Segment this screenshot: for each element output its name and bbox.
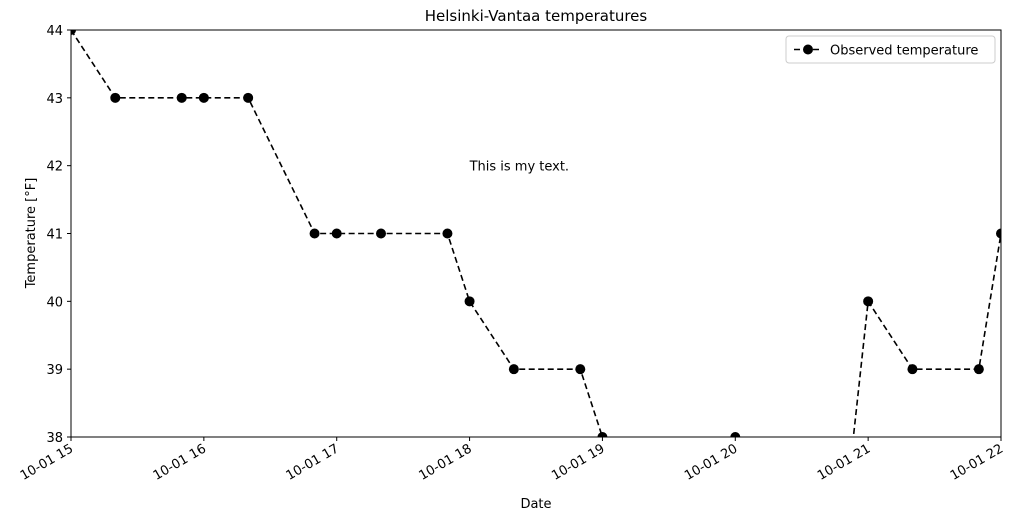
legend-box bbox=[785, 35, 996, 64]
data-point bbox=[907, 364, 918, 375]
legend-label: Observed temperature bbox=[830, 44, 978, 59]
y-tick-label: 44 bbox=[46, 24, 63, 39]
x-tick-label: 10-01 18 bbox=[416, 441, 474, 483]
data-point bbox=[376, 228, 386, 239]
data-point bbox=[464, 296, 475, 307]
data-point bbox=[708, 500, 718, 510]
legend-marker bbox=[803, 44, 813, 55]
data-point bbox=[973, 364, 984, 375]
y-tick-label: 38 bbox=[46, 431, 63, 446]
data-point bbox=[508, 364, 519, 375]
data-point bbox=[198, 92, 209, 103]
annotation: This is my text. bbox=[469, 160, 569, 175]
y-tick-label: 39 bbox=[46, 363, 63, 378]
data-point bbox=[863, 296, 874, 307]
y-tick-label: 42 bbox=[46, 160, 63, 175]
data-point bbox=[243, 92, 254, 103]
plot-area bbox=[71, 30, 1001, 510]
data-line bbox=[71, 30, 1001, 437]
data-point bbox=[309, 228, 320, 239]
data-point bbox=[996, 228, 1001, 239]
data-point bbox=[730, 432, 741, 437]
data-point bbox=[575, 364, 586, 375]
y-axis-label: Temperature [°F] bbox=[24, 178, 39, 290]
x-tick-label: 10-01 21 bbox=[815, 441, 873, 483]
data-point bbox=[442, 228, 453, 239]
y-tick-label: 41 bbox=[46, 228, 63, 243]
data-point bbox=[331, 228, 342, 239]
data-point bbox=[176, 92, 187, 103]
x-tick-label: 10-01 15 bbox=[18, 441, 76, 483]
y-tick-label: 43 bbox=[46, 92, 63, 107]
data-point bbox=[597, 432, 608, 437]
axes-frame bbox=[70, 29, 1002, 438]
x-tick-label: 10-01 22 bbox=[948, 441, 1006, 483]
data-point bbox=[775, 500, 785, 510]
data-point bbox=[110, 92, 121, 103]
chart-title: Helsinki-Vantaa temperatures bbox=[425, 7, 648, 25]
x-tick-label: 10-01 16 bbox=[151, 441, 209, 483]
x-tick-label: 10-01 19 bbox=[549, 441, 607, 483]
x-tick-label: 10-01 17 bbox=[284, 441, 342, 483]
x-tick-label: 10-01 20 bbox=[682, 441, 740, 483]
y-tick-label: 40 bbox=[46, 295, 63, 310]
data-point bbox=[71, 30, 76, 35]
data-point bbox=[642, 500, 652, 510]
data-point bbox=[841, 500, 851, 510]
x-axis-label: Date bbox=[520, 497, 551, 512]
